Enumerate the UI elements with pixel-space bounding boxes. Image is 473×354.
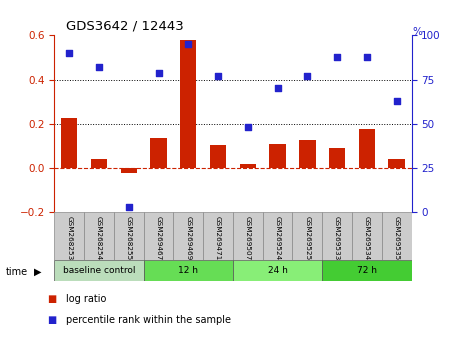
Point xyxy=(65,50,73,56)
Bar xyxy=(322,260,412,281)
Text: GSM269533: GSM269533 xyxy=(334,216,340,261)
Bar xyxy=(382,212,412,260)
Bar xyxy=(144,212,174,260)
Bar xyxy=(359,130,375,168)
Text: %: % xyxy=(412,27,422,37)
Text: GSM269535: GSM269535 xyxy=(394,216,400,261)
Bar xyxy=(54,212,84,260)
Bar xyxy=(233,260,322,281)
Bar xyxy=(144,260,233,281)
Text: ■: ■ xyxy=(47,315,57,325)
Text: baseline control: baseline control xyxy=(63,266,135,275)
Bar xyxy=(240,164,256,168)
Bar xyxy=(114,212,144,260)
Text: time: time xyxy=(6,267,28,277)
Text: ▶: ▶ xyxy=(34,267,42,277)
Text: GSM269525: GSM269525 xyxy=(304,216,310,261)
Bar xyxy=(263,212,292,260)
Bar xyxy=(233,212,263,260)
Text: GSM269467: GSM269467 xyxy=(156,216,162,261)
Text: percentile rank within the sample: percentile rank within the sample xyxy=(66,315,231,325)
Point xyxy=(393,98,401,104)
Bar xyxy=(388,159,405,168)
Bar xyxy=(61,118,78,168)
Bar xyxy=(121,168,137,173)
Text: GSM269469: GSM269469 xyxy=(185,216,191,261)
Bar xyxy=(329,148,345,168)
Bar xyxy=(322,212,352,260)
Bar xyxy=(210,145,226,168)
Bar xyxy=(352,212,382,260)
Text: 12 h: 12 h xyxy=(178,266,198,275)
Text: 72 h: 72 h xyxy=(357,266,377,275)
Text: GSM269534: GSM269534 xyxy=(364,216,370,261)
Text: GSM269507: GSM269507 xyxy=(245,216,251,261)
Text: 24 h: 24 h xyxy=(268,266,288,275)
Point xyxy=(184,41,192,47)
Point xyxy=(304,73,311,79)
Text: log ratio: log ratio xyxy=(66,294,106,304)
Bar xyxy=(91,159,107,168)
Point xyxy=(214,73,222,79)
Point xyxy=(244,125,252,130)
Text: GSM268253: GSM268253 xyxy=(66,216,72,261)
Bar xyxy=(174,212,203,260)
Point xyxy=(363,54,371,59)
Point xyxy=(274,86,281,91)
Bar xyxy=(150,138,167,168)
Bar xyxy=(180,40,196,168)
Bar xyxy=(203,212,233,260)
Text: ■: ■ xyxy=(47,294,57,304)
Text: GSM269524: GSM269524 xyxy=(275,216,280,261)
Text: GDS3642 / 12443: GDS3642 / 12443 xyxy=(66,19,184,33)
Text: GSM268254: GSM268254 xyxy=(96,216,102,261)
Bar xyxy=(84,212,114,260)
Point xyxy=(125,204,132,210)
Bar xyxy=(292,212,322,260)
Text: GSM269471: GSM269471 xyxy=(215,216,221,261)
Bar xyxy=(299,141,315,168)
Text: GSM268255: GSM268255 xyxy=(126,216,132,261)
Point xyxy=(155,70,162,75)
Bar xyxy=(270,144,286,168)
Point xyxy=(333,54,341,59)
Bar xyxy=(54,260,144,281)
Point xyxy=(95,64,103,70)
